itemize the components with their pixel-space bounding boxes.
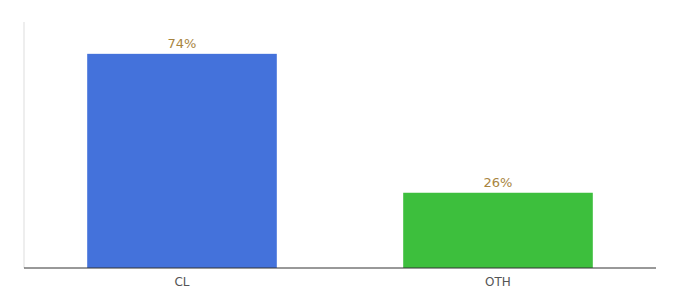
bar [403,193,593,268]
chart-container: CL OTH 74% 26% [0,0,680,300]
data-label: 74% [168,36,197,51]
chart-svg: CL OTH 74% 26% [0,0,680,300]
bar [87,54,277,268]
bars [87,54,593,268]
x-axis-line [24,268,656,269]
x-tick-label: CL [174,275,189,289]
data-label: 26% [484,175,513,190]
y-axis-line [24,22,25,268]
x-tick-label: OTH [485,275,511,289]
